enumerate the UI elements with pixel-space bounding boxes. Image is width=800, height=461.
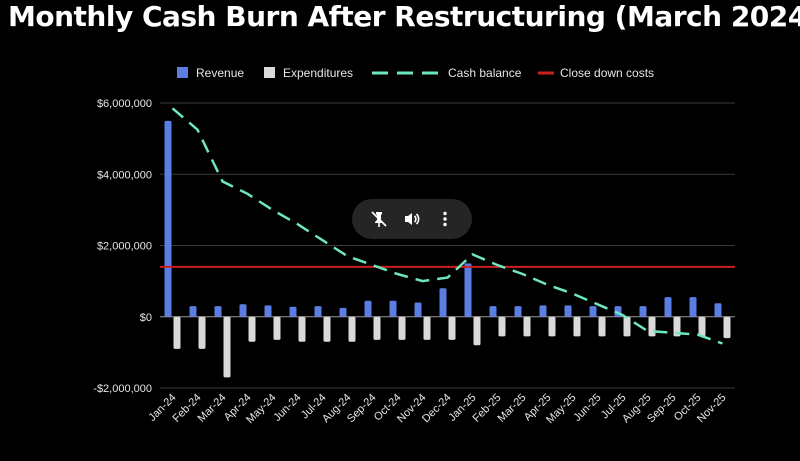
revenue-bar [414, 302, 422, 317]
legend-label: Close down costs [560, 66, 654, 80]
expenditure-bar [698, 316, 706, 337]
revenue-bar [364, 300, 372, 317]
y-tick-label: -$2,000,000 [93, 383, 152, 395]
expenditure-bar [623, 316, 631, 337]
revenue-bar [264, 305, 272, 317]
expenditure-bar [648, 316, 656, 337]
revenue-bar [689, 297, 697, 317]
expenditure-bar [548, 316, 556, 337]
y-tick-label: $2,000,000 [97, 241, 152, 253]
mute-icon[interactable] [367, 207, 391, 231]
revenue-bar [339, 307, 347, 317]
expenditure-bar [348, 316, 356, 342]
revenue-bar [214, 306, 222, 317]
revenue-bar [189, 306, 197, 317]
y-tick-label: $4,000,000 [97, 169, 152, 181]
revenue-bar [439, 288, 447, 317]
expenditure-bar [723, 316, 731, 339]
revenue-bar [539, 305, 547, 317]
revenue-bar [589, 306, 597, 317]
legend-swatch [264, 67, 275, 78]
y-tick-label: $6,000,000 [97, 98, 152, 110]
expenditure-bar [398, 316, 406, 340]
legend-label: Cash balance [448, 66, 522, 80]
expenditure-bar [473, 316, 481, 346]
expenditure-bar [448, 316, 456, 340]
revenue-bar [289, 306, 297, 317]
revenue-bar [564, 305, 572, 317]
video-controls-overlay [352, 199, 472, 239]
expenditure-bar [173, 316, 181, 349]
revenue-bar [314, 306, 322, 317]
expenditure-bar [598, 316, 606, 337]
cash-balance-line [171, 107, 723, 345]
revenue-bar [464, 263, 472, 317]
more-vertical-icon[interactable] [433, 207, 457, 231]
revenue-bar [714, 303, 722, 317]
expenditure-bar [673, 316, 681, 337]
expenditure-bar [248, 316, 256, 342]
expenditure-bar [323, 316, 331, 342]
legend-swatch [177, 67, 188, 78]
x-tick-label: Jun-25 [571, 392, 603, 424]
x-tick-label: Jun-24 [271, 392, 303, 424]
expenditure-bar [423, 316, 431, 340]
volume-icon[interactable] [400, 207, 424, 231]
expenditure-bar [373, 316, 381, 340]
revenue-bar [514, 306, 522, 317]
revenue-bar [164, 120, 172, 317]
revenue-bar [489, 306, 497, 317]
legend-label: Expenditures [283, 66, 353, 80]
expenditure-bar [298, 316, 306, 342]
revenue-bar [239, 304, 247, 317]
revenue-bar [664, 297, 672, 317]
expenditure-bar [573, 316, 581, 337]
revenue-bar [389, 300, 397, 317]
expenditure-bar [273, 316, 281, 340]
x-tick-label: Mar-25 [495, 392, 528, 425]
y-tick-label: $0 [140, 312, 152, 324]
expenditure-bar [498, 316, 506, 337]
revenue-bar [639, 306, 647, 317]
expenditure-bar [198, 316, 206, 349]
expenditure-bar [223, 316, 231, 378]
x-tick-label: Mar-24 [195, 392, 228, 425]
chart-title: Monthly Cash Burn After Restructuring (M… [8, 0, 800, 33]
legend-label: Revenue [196, 66, 244, 80]
expenditure-bar [523, 316, 531, 337]
